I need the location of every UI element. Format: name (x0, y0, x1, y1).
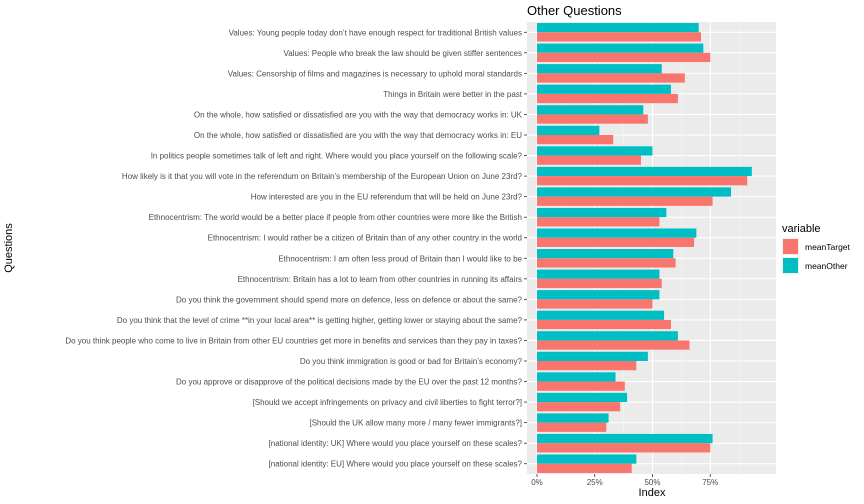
y-tick-label: Ethnocentrism: I would rather be a citiz… (208, 234, 522, 243)
bar-meanOther (537, 166, 752, 177)
bar-meanTarget (537, 32, 702, 42)
bar-meanTarget (537, 463, 632, 473)
bar-meanOther (537, 228, 697, 238)
bars (537, 23, 752, 473)
bar-meanTarget (537, 340, 690, 350)
y-tick-label: Do you think immigration is good or bad … (300, 357, 523, 366)
bar-meanOther (537, 433, 713, 444)
bar-meanOther (537, 290, 660, 300)
y-tick-label: Ethnocentrism: Britain has a lot to lear… (238, 275, 522, 284)
y-tick-label: Do you think people who come to live in … (65, 336, 522, 345)
bar-meanTarget (537, 155, 641, 165)
bar-meanOther (537, 64, 662, 74)
y-tick-label: How likely is it that you will vote in t… (122, 172, 523, 181)
bar-meanOther (537, 125, 600, 135)
bar-meanOther (537, 351, 648, 361)
y-tick-label: [national identity: UK] Where would you … (269, 439, 523, 448)
bar-meanTarget (537, 381, 625, 391)
bar-meanTarget (537, 258, 676, 268)
bar-meanTarget (537, 278, 662, 289)
y-tick-label: Things in Britain were better in the pas… (383, 90, 523, 99)
legend-label-meanTarget: meanTarget (805, 242, 851, 252)
y-tick-label: Do you approve or disapprove of the poli… (176, 378, 523, 387)
bar-meanTarget (537, 176, 748, 186)
legend-swatch-meanOther (783, 258, 798, 273)
bar-meanTarget (537, 361, 637, 371)
bar-meanTarget (537, 73, 685, 83)
legend-label-meanOther: meanOther (805, 261, 848, 271)
bar-meanOther (537, 372, 616, 382)
y-tick-label: Values: Censorship of films and magazine… (228, 69, 522, 78)
bar-meanTarget (537, 52, 711, 63)
bar-meanTarget (537, 443, 711, 453)
bar-meanOther (537, 454, 637, 464)
legend-title: variable (782, 223, 821, 235)
bar-meanOther (537, 331, 678, 341)
legend-swatch-meanTarget (783, 239, 798, 254)
y-tick-label: [Should we accept infringements on priva… (253, 398, 522, 407)
y-tick-label: Do you think that the level of crime **i… (117, 316, 523, 325)
bar-meanTarget (537, 93, 678, 104)
bar-meanOther (537, 105, 644, 115)
bar-meanOther (537, 187, 732, 197)
bar-meanOther (537, 43, 704, 53)
bar-meanTarget (537, 402, 621, 412)
x-tick-labels: 0% 25% 50% 75% (531, 474, 718, 487)
bar-meanTarget (537, 217, 660, 227)
bar-meanOther (537, 84, 671, 94)
bar-meanOther (537, 249, 674, 259)
y-tick-label: Values: People who break the law should … (283, 49, 522, 58)
bar-meanTarget (537, 422, 607, 432)
bar-meanTarget (537, 319, 671, 330)
y-tick-label: Values: Young people today don’t have en… (229, 28, 522, 37)
bar-meanOther (537, 269, 660, 279)
bar-meanOther (537, 207, 667, 218)
y-tick-label: Do you think the government should spend… (176, 295, 523, 304)
bar-meanOther (537, 146, 653, 156)
chart-title: Other Questions (527, 3, 622, 18)
x-tick-label: 50% (644, 478, 660, 487)
y-tick-label: In politics people sometimes talk of lef… (151, 152, 523, 161)
bar-meanOther (537, 23, 699, 33)
y-tick-label: [national identity: EU] Where would you … (269, 460, 523, 469)
y-tick-label: On the whole, how satisfied or dissatisf… (194, 110, 523, 119)
legend: variable meanTarget meanOther (782, 223, 851, 274)
x-tick-label: 25% (587, 478, 603, 487)
y-tick-label: Ethnocentrism: I am often less proud of … (278, 254, 522, 263)
x-tick-label: 0% (531, 478, 543, 487)
bar-meanTarget (537, 299, 653, 309)
bar-meanOther (537, 413, 609, 423)
bar-meanTarget (537, 196, 713, 206)
x-tick-label: 75% (702, 478, 718, 487)
bar-meanOther (537, 310, 665, 320)
y-tick-label: Ethnocentrism: The world would be a bett… (149, 213, 522, 222)
bar-meanOther (537, 392, 628, 403)
y-tick-label: On the whole, how satisfied or dissatisf… (194, 131, 522, 140)
y-tick-labels: Values: Young people today don’t have en… (65, 28, 527, 469)
y-tick-label: [Should the UK allow many more / many fe… (309, 419, 522, 428)
y-tick-label: How interested are you in the EU referen… (251, 193, 523, 202)
x-axis-title: Index (639, 487, 666, 499)
bar-meanTarget (537, 237, 695, 247)
bar-meanTarget (537, 135, 614, 145)
bar-meanTarget (537, 114, 648, 124)
y-axis-title: Questions (3, 223, 15, 273)
